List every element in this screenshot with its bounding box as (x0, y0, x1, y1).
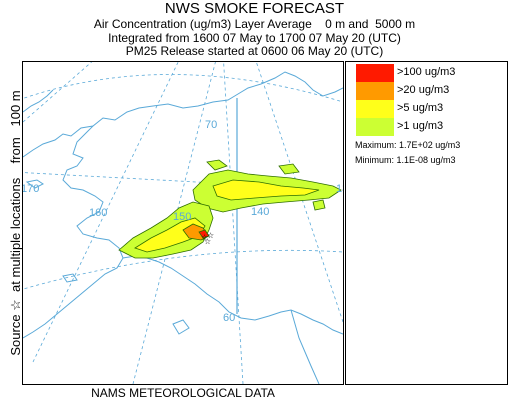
smoke-plume-main (118, 201, 214, 259)
legend-minimum: Minimum: 1.1E-08 ug/m3 (355, 155, 456, 165)
dateline-line (23, 62, 93, 123)
map-canvas: ☆ ☆ ☆ 70 60 170 160 150 140 130 (23, 62, 343, 384)
legend-maximum: Maximum: 1.7E+02 ug/m3 (355, 140, 461, 150)
east-plume-patch-3 (312, 199, 326, 211)
latitude-60-line (23, 249, 343, 290)
longitude-160-line (32, 62, 179, 363)
release-info: PM25 Release started at 0600 06 May 20 (… (125, 44, 384, 58)
concentration-subtitle: Air Concentration (ug/m3) Layer Average … (93, 17, 416, 31)
data-source-footer: NAMS METEOROLOGICAL DATA (91, 386, 275, 400)
legend-label-gt1: >1 ug/m3 (397, 120, 444, 132)
longitude-170-line (23, 172, 343, 191)
north-coast (23, 71, 343, 158)
kodiak-island (172, 319, 190, 335)
label-lat-60: 60 (223, 312, 235, 324)
legend-swatch-gt100 (356, 64, 394, 82)
forecast-title: NWS SMOKE FORECAST (164, 0, 345, 17)
source-star-2: ☆ (207, 231, 214, 240)
main-plume-gt100 (198, 229, 210, 239)
east-plume-patch-2 (278, 163, 300, 175)
latitude-70-line (23, 74, 343, 103)
legend-label-gt100: >100 ug/m3 (397, 66, 456, 78)
main-plume-gt5 (134, 217, 206, 253)
source-markers: ☆ ☆ ☆ (201, 231, 214, 246)
graticule (23, 62, 343, 384)
smoke-map: ☆ ☆ ☆ 70 60 170 160 150 140 130 (22, 61, 344, 385)
st-lawrence-island (25, 179, 44, 189)
east-plume-gt5 (212, 179, 320, 201)
legend-swatch-gt5 (356, 100, 394, 118)
label-lon-170: 170 (23, 183, 39, 195)
west-coast (23, 125, 124, 339)
integration-period: Integrated from 1600 07 May to 1700 07 M… (108, 31, 401, 45)
siberia-coast (23, 89, 54, 113)
smoke-plume-east (192, 159, 342, 213)
source-star-1: ☆ (201, 233, 208, 242)
label-lon-140: 140 (251, 206, 269, 218)
source-star-3: ☆ (204, 237, 211, 246)
label-lon-130: 130 (336, 183, 343, 195)
legend-label-gt20: >20 ug/m3 (397, 84, 450, 96)
nunivak-island (62, 273, 78, 283)
label-lon-150: 150 (173, 211, 191, 223)
legend-swatch-gt20 (356, 82, 394, 100)
south-coast (122, 255, 343, 335)
longitude-140-line (223, 62, 244, 384)
legend-swatch-gt1 (356, 118, 394, 136)
label-lat-70: 70 (205, 119, 217, 131)
graticule-labels: 70 60 170 160 150 140 130 (23, 119, 343, 324)
concentration-legend: >100 ug/m3 >20 ug/m3 >5 ug/m3 >1 ug/m3 M… (345, 61, 508, 385)
east-plume-patch (206, 159, 228, 171)
label-lon-160: 160 (89, 207, 107, 219)
panhandle-coast (290, 309, 320, 384)
legend-label-gt5: >5 ug/m3 (397, 102, 444, 114)
coastline (23, 71, 343, 384)
